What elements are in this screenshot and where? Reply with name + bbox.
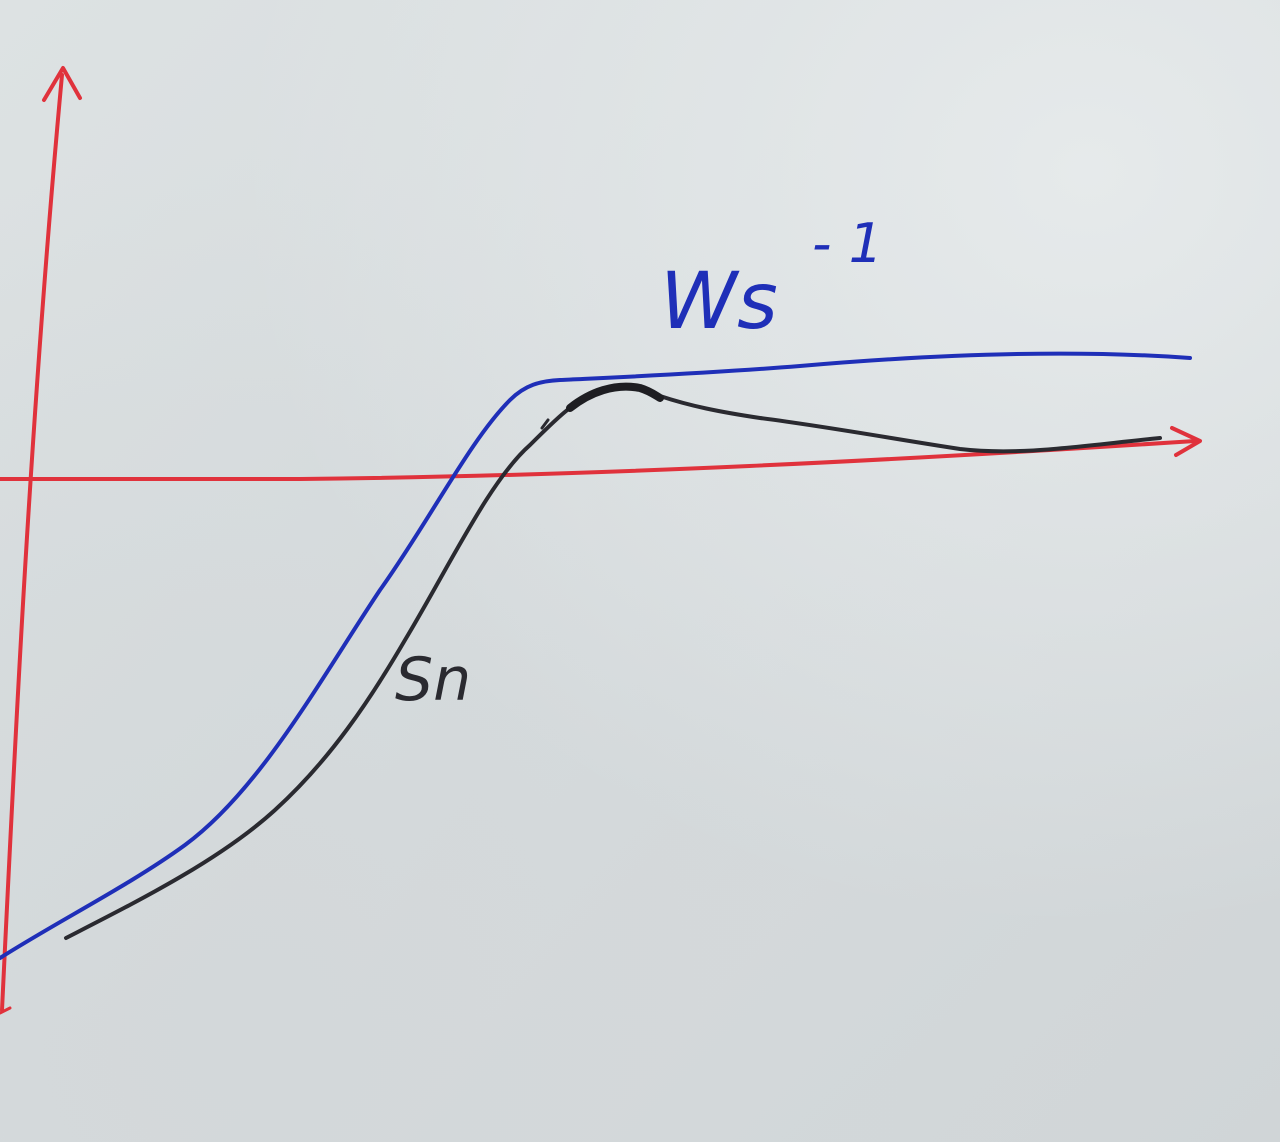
- sn-label: Sn: [395, 645, 471, 715]
- ws-label: Ws - 1: [660, 212, 883, 347]
- x-axis: [0, 439, 1197, 481]
- y-axis-arrowhead: [42, 66, 82, 102]
- ws-label-text: Ws: [660, 257, 778, 347]
- sn-curve: [64, 384, 1162, 940]
- sn-start-tick: [540, 418, 550, 430]
- y-axis: [0, 73, 64, 1012]
- sn-peak-ink: [566, 382, 664, 412]
- ws-inverse-curve: [0, 351, 1192, 960]
- x-axis-arrowhead: [1170, 426, 1202, 457]
- ws-exponent-text: - 1: [812, 212, 883, 275]
- sn-label-text: Sn: [395, 645, 471, 715]
- y-axis-tail-tick: [0, 1006, 12, 1015]
